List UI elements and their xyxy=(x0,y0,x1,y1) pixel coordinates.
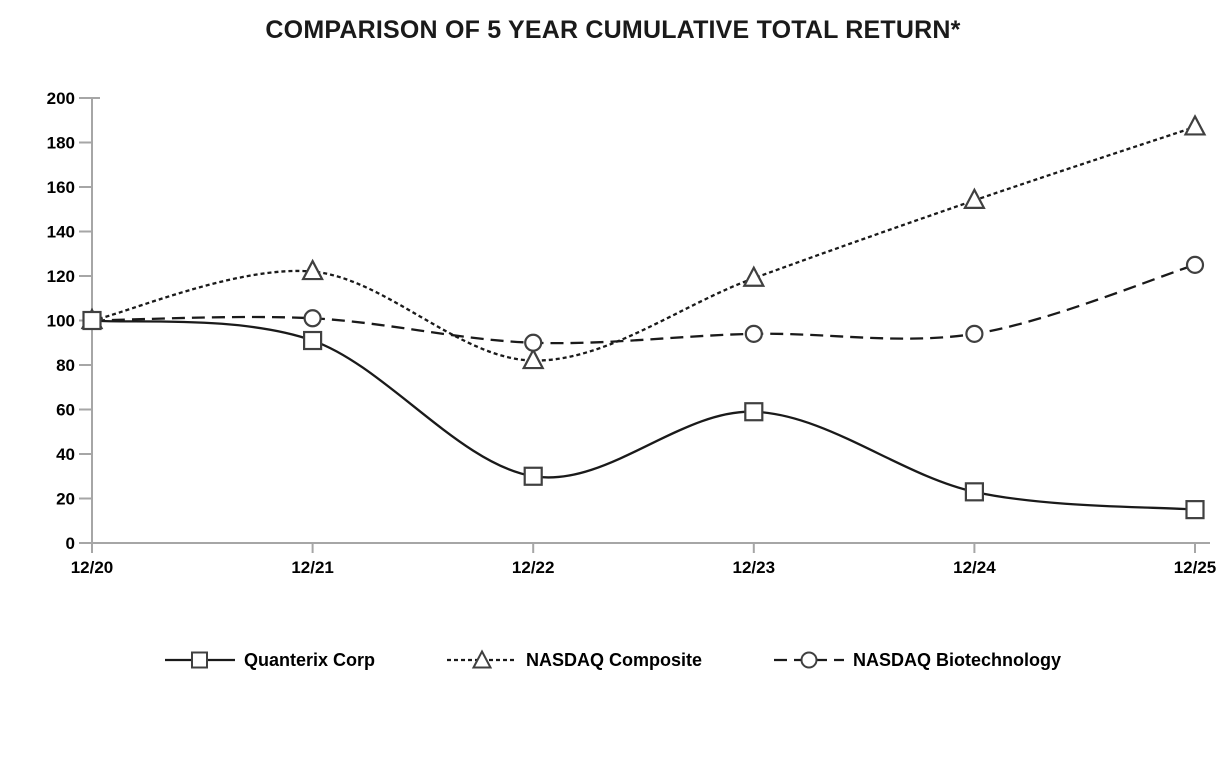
legend-label: Quanterix Corp xyxy=(243,649,375,670)
legend-triangle-icon xyxy=(447,649,517,669)
series-line-nasdaq-biotechnology xyxy=(91,263,1196,345)
y-axis-tick-label: 160 xyxy=(47,178,75,197)
chart-title: COMPARISON OF 5 YEAR CUMULATIVE TOTAL RE… xyxy=(265,16,961,44)
y-axis-tick-label: 120 xyxy=(47,267,75,286)
data-point-nasdaq-composite-12-25 xyxy=(1183,114,1207,136)
y-axis-tick-label: 140 xyxy=(47,223,75,242)
x-axis-tick-label: 12/22 xyxy=(512,558,555,577)
y-axis-tick-label: 180 xyxy=(47,134,75,153)
legend-label: NASDAQ Biotechnology xyxy=(853,649,1062,670)
legend-item-nasdaq-composite: NASDAQ Composite xyxy=(447,648,702,672)
data-point-nasdaq-biotechnology-12-21 xyxy=(303,309,322,328)
data-point-quanterix-corp-12-24 xyxy=(964,482,985,502)
data-point-quanterix-corp-12-20 xyxy=(82,310,102,331)
data-point-quanterix-corp-12-23 xyxy=(744,402,764,422)
data-point-nasdaq-composite-12-24 xyxy=(963,187,986,209)
data-point-nasdaq-composite-12-21 xyxy=(301,258,324,281)
y-axis-tick-label: 100 xyxy=(47,312,75,331)
legend-item-nasdaq-biotechnology: NASDAQ Biotechnology xyxy=(774,648,1061,672)
data-point-nasdaq-biotechnology-12-25 xyxy=(1185,255,1205,274)
legend-label: NASDAQ Composite xyxy=(526,649,703,670)
y-axis-tick-label: 200 xyxy=(47,89,75,108)
legend-item-quanterix-corp: Quanterix Corp xyxy=(164,648,375,672)
data-point-nasdaq-biotechnology-12-23 xyxy=(744,324,763,343)
legend-square-icon xyxy=(164,651,235,669)
data-point-nasdaq-biotechnology-12-22 xyxy=(524,333,543,352)
y-axis-tick-label: 60 xyxy=(56,401,75,420)
x-axis-tick-label: 12/23 xyxy=(733,558,776,577)
series-line-nasdaq-composite xyxy=(91,125,1196,362)
y-axis-tick-label: 0 xyxy=(66,534,75,553)
x-axis-tick-label: 12/24 xyxy=(953,558,996,577)
data-point-nasdaq-composite-12-22 xyxy=(521,347,545,370)
plot-area: 0 20 40 60 80 100 120 140 160 180 200 12/20 12/21 12/… xyxy=(47,89,1217,577)
data-point-quanterix-corp-12-21 xyxy=(303,330,323,351)
data-point-nasdaq-composite-12-23 xyxy=(742,265,766,287)
legend: Quanterix Corp NASDAQ Composite NASDAQ Bio… xyxy=(0,648,1226,672)
data-point-nasdaq-biotechnology-12-24 xyxy=(965,324,984,343)
y-axis-tick-label: 40 xyxy=(56,445,75,464)
data-point-quanterix-corp-12-25 xyxy=(1185,500,1205,520)
series-line-quanterix-corp xyxy=(91,319,1196,511)
x-axis-tick-label: 12/25 xyxy=(1174,558,1217,577)
y-axis-tick-label: 80 xyxy=(56,356,75,375)
x-axis-tick-label: 12/20 xyxy=(71,558,114,577)
axis-lines xyxy=(91,98,1210,544)
data-point-quanterix-corp-12-22 xyxy=(523,466,543,486)
x-axis-tick-label: 12/21 xyxy=(291,558,334,577)
y-axis-tick-label: 20 xyxy=(56,490,75,509)
legend-circle-icon xyxy=(774,651,845,669)
